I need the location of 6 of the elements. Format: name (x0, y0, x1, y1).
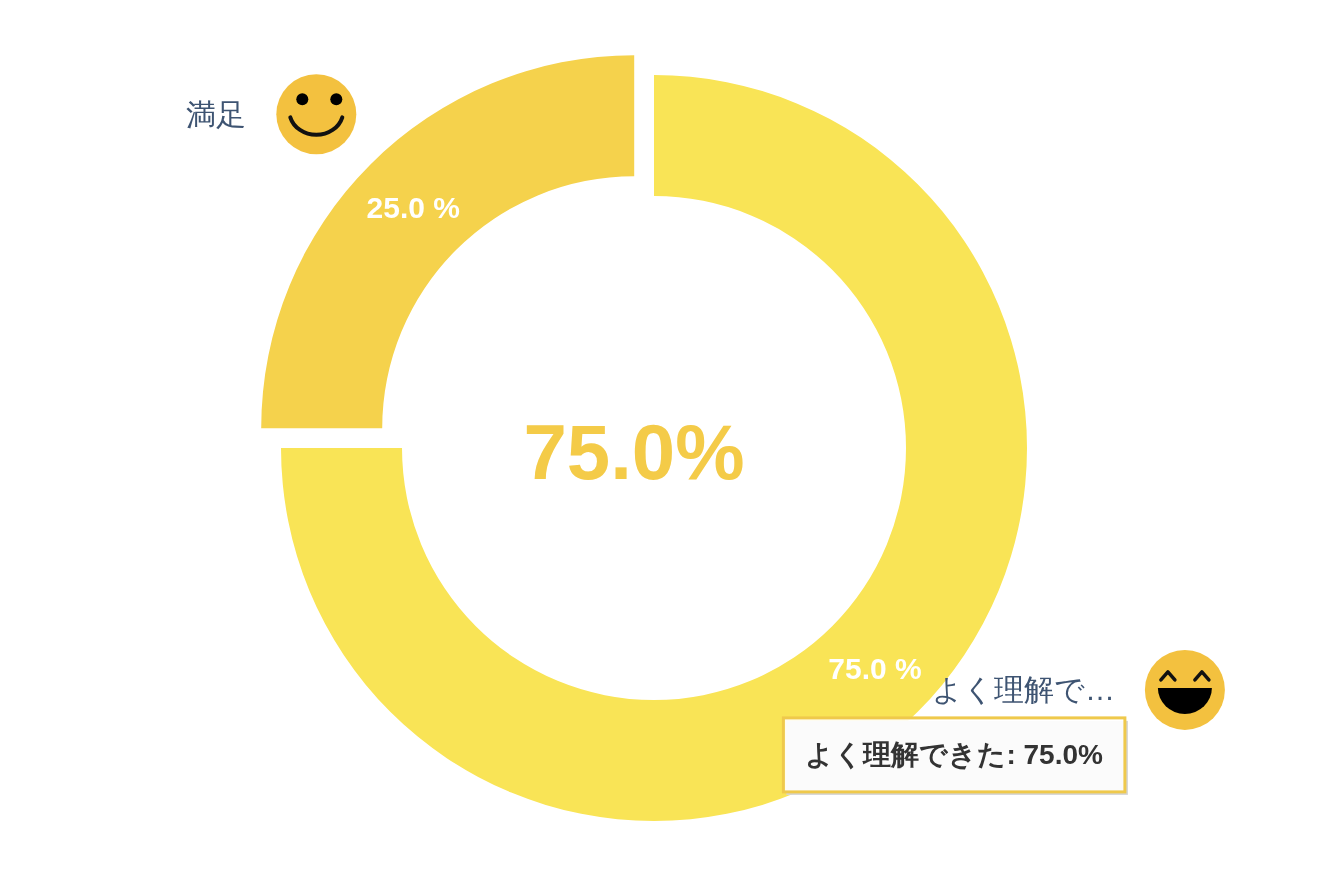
text: 75.0% (523, 408, 745, 496)
slice-label: よく理解で… (931, 673, 1115, 707)
text: よく理解できた: 75.0% (805, 739, 1103, 771)
slice-label: 満足 (186, 97, 247, 131)
data-label: 75.0 % (828, 652, 922, 686)
data-label: 25.0 % (366, 190, 460, 224)
